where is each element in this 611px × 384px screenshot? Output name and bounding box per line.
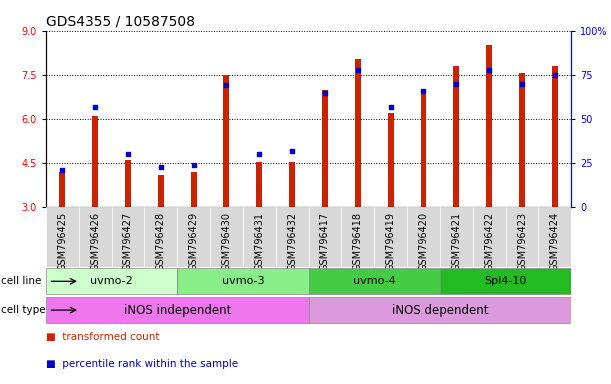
Bar — [59, 172, 65, 207]
Bar — [92, 116, 98, 207]
Bar — [210, 207, 243, 267]
Text: GDS4355 / 10587508: GDS4355 / 10587508 — [46, 15, 195, 29]
Bar — [309, 297, 571, 323]
Bar — [552, 66, 558, 207]
Text: GSM796424: GSM796424 — [550, 212, 560, 271]
Text: GSM796431: GSM796431 — [254, 212, 265, 271]
Bar — [111, 207, 144, 267]
Bar — [407, 207, 440, 267]
Point — [222, 83, 232, 89]
Text: GSM796423: GSM796423 — [517, 212, 527, 271]
Point — [189, 162, 199, 168]
Point — [123, 151, 133, 157]
Bar — [177, 268, 309, 294]
Point — [386, 104, 395, 110]
Bar — [46, 297, 309, 323]
Text: uvmo-3: uvmo-3 — [222, 276, 264, 286]
Bar — [486, 45, 492, 207]
Bar — [158, 175, 164, 207]
Text: GSM796422: GSM796422 — [484, 212, 494, 271]
Text: iNOS independent: iNOS independent — [123, 304, 231, 316]
Text: GSM796432: GSM796432 — [287, 212, 297, 271]
Text: GSM796425: GSM796425 — [57, 212, 67, 271]
Point — [156, 164, 166, 170]
Text: GSM796427: GSM796427 — [123, 212, 133, 271]
Point — [517, 81, 527, 87]
Point — [320, 89, 330, 96]
Point — [452, 81, 461, 87]
Bar — [440, 268, 571, 294]
Text: iNOS dependent: iNOS dependent — [392, 304, 488, 316]
Bar — [191, 172, 197, 207]
Point — [353, 66, 363, 73]
Text: GSM796420: GSM796420 — [419, 212, 428, 271]
Bar — [519, 73, 525, 207]
Bar — [243, 207, 276, 267]
Bar — [309, 268, 440, 294]
Bar — [144, 207, 177, 267]
Bar — [375, 207, 407, 267]
Text: uvmo-2: uvmo-2 — [90, 276, 133, 286]
Text: ■  transformed count: ■ transformed count — [46, 332, 159, 342]
Bar — [46, 207, 79, 267]
Text: Spl4-10: Spl4-10 — [485, 276, 527, 286]
Bar — [322, 89, 328, 207]
Bar — [289, 162, 295, 207]
Bar — [473, 207, 506, 267]
Text: GSM796429: GSM796429 — [189, 212, 199, 271]
Bar — [177, 207, 210, 267]
Bar — [420, 89, 426, 207]
Bar — [538, 207, 571, 267]
Text: GSM796418: GSM796418 — [353, 212, 363, 271]
Point — [254, 151, 264, 157]
Bar — [276, 207, 309, 267]
Text: uvmo-4: uvmo-4 — [353, 276, 395, 286]
Point — [485, 66, 494, 73]
Point — [90, 104, 100, 110]
Text: GSM796428: GSM796428 — [156, 212, 166, 271]
Bar — [342, 207, 374, 267]
Bar — [46, 268, 177, 294]
Text: cell type: cell type — [1, 305, 45, 315]
Bar — [355, 59, 360, 207]
Point — [57, 167, 67, 173]
Text: GSM796426: GSM796426 — [90, 212, 100, 271]
Bar — [388, 113, 393, 207]
Text: GSM796421: GSM796421 — [452, 212, 461, 271]
Bar — [125, 160, 131, 207]
Text: GSM796419: GSM796419 — [386, 212, 396, 271]
Text: GSM796417: GSM796417 — [320, 212, 330, 271]
Point — [419, 88, 428, 94]
Bar — [440, 207, 473, 267]
Bar — [224, 75, 229, 207]
Bar — [257, 162, 262, 207]
Text: GSM796430: GSM796430 — [221, 212, 232, 271]
Point — [550, 72, 560, 78]
Text: cell line: cell line — [1, 276, 41, 286]
Point — [287, 148, 297, 154]
Bar — [506, 207, 538, 267]
Bar — [309, 207, 342, 267]
Bar — [453, 66, 459, 207]
Text: ■  percentile rank within the sample: ■ percentile rank within the sample — [46, 359, 238, 369]
Bar — [79, 207, 111, 267]
